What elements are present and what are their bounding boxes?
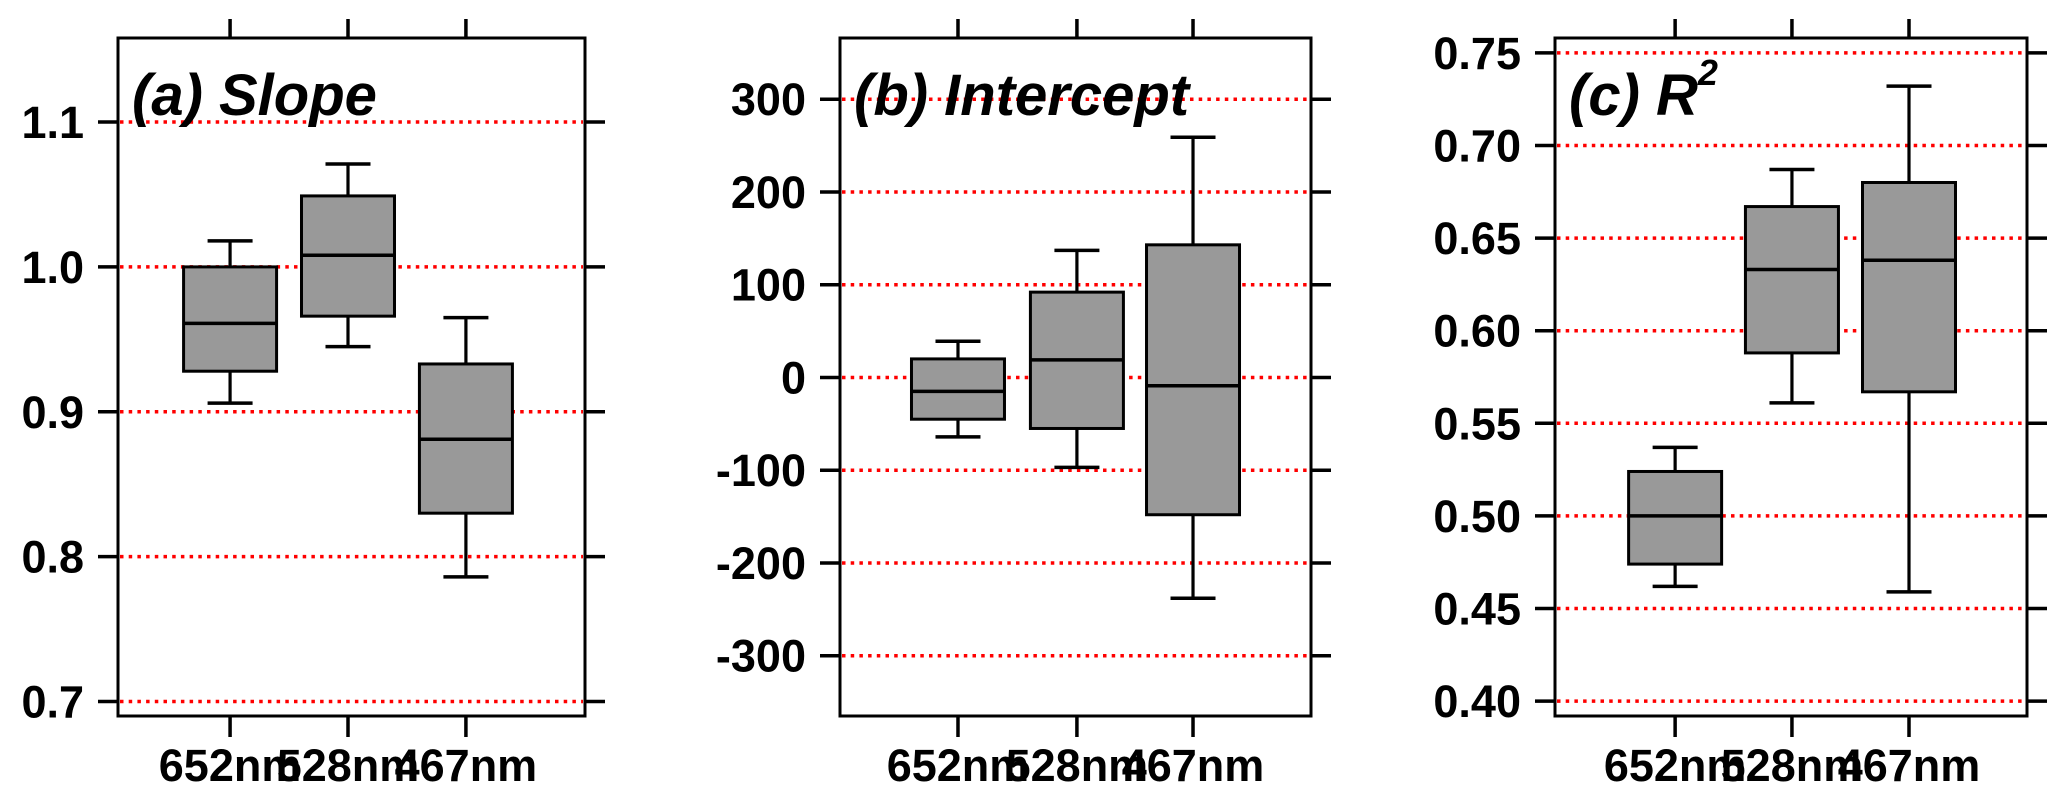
x-tick-label: 528nm bbox=[1006, 740, 1149, 791]
plot-frame bbox=[116, 36, 587, 718]
y-tick-label: 0.9 bbox=[21, 387, 84, 438]
box-group-652nm bbox=[182, 239, 279, 405]
x-tick-label: 467nm bbox=[395, 740, 538, 791]
y-tick-label: 300 bbox=[731, 74, 806, 125]
x-tick-label: 652nm bbox=[159, 740, 302, 791]
box-rect bbox=[909, 357, 1006, 421]
y-tick-label: 0.60 bbox=[1433, 306, 1521, 357]
y-tick-label: 100 bbox=[731, 260, 806, 311]
panel-title: (b) Intercept bbox=[854, 63, 1192, 128]
box-group-467nm bbox=[1861, 84, 1957, 594]
y-tick-label: 0.7 bbox=[21, 677, 84, 728]
y-tick-label: 0.45 bbox=[1433, 584, 1521, 635]
y-tick-label: 200 bbox=[731, 167, 806, 218]
box-rect bbox=[1861, 180, 1957, 394]
box-rect bbox=[182, 265, 279, 373]
box-group-528nm bbox=[1743, 167, 1840, 405]
x-tick-label: 652nm bbox=[887, 740, 1030, 791]
box-group-652nm bbox=[909, 339, 1006, 439]
y-tick-label: -100 bbox=[716, 445, 806, 496]
box-group-528nm bbox=[299, 162, 396, 349]
y-tick-label: -300 bbox=[716, 631, 806, 682]
plot-frame bbox=[1553, 36, 2029, 718]
box-rect bbox=[1627, 469, 1724, 566]
panel-title: (c) R2 bbox=[1569, 52, 1718, 128]
box-group-652nm bbox=[1627, 445, 1724, 589]
y-tick-label: 0.8 bbox=[21, 532, 84, 583]
panel-title-base: (c) R bbox=[1569, 63, 1698, 128]
y-tick-label: 0.65 bbox=[1433, 213, 1521, 264]
box-rect bbox=[1743, 205, 1840, 355]
x-tick-label: 652nm bbox=[1604, 740, 1747, 791]
plot-frame bbox=[838, 36, 1313, 718]
box-group-467nm bbox=[1145, 135, 1242, 600]
panel-title-superscript: 2 bbox=[1697, 52, 1718, 93]
panel-c: 0.40 0.45 0.50 0.55 0.60 0.65 0.70 0.75 652nm528… bbox=[1433, 19, 2047, 791]
y-tick-label: 0.55 bbox=[1433, 398, 1521, 449]
x-tick-label: 467nm bbox=[1122, 740, 1265, 791]
y-tick-label: 0.50 bbox=[1433, 491, 1521, 542]
y-tick-label: -200 bbox=[716, 538, 806, 589]
y-tick-label: 1.0 bbox=[21, 242, 84, 293]
y-tick-label: 0.70 bbox=[1433, 120, 1521, 171]
y-tick-label: 1.1 bbox=[21, 97, 84, 148]
y-tick-label: 0.40 bbox=[1433, 676, 1521, 727]
x-tick-label: 528nm bbox=[1721, 740, 1864, 791]
x-tick-label: 528nm bbox=[277, 740, 420, 791]
box-group-467nm bbox=[417, 315, 514, 579]
y-tick-label: 0.75 bbox=[1433, 28, 1521, 79]
box-group-528nm bbox=[1028, 248, 1125, 470]
y-tick-label: 0 bbox=[781, 352, 806, 403]
box-rect bbox=[1145, 243, 1242, 517]
x-tick-label: 467nm bbox=[1838, 740, 1981, 791]
panel-title: (a) Slope bbox=[132, 63, 377, 128]
